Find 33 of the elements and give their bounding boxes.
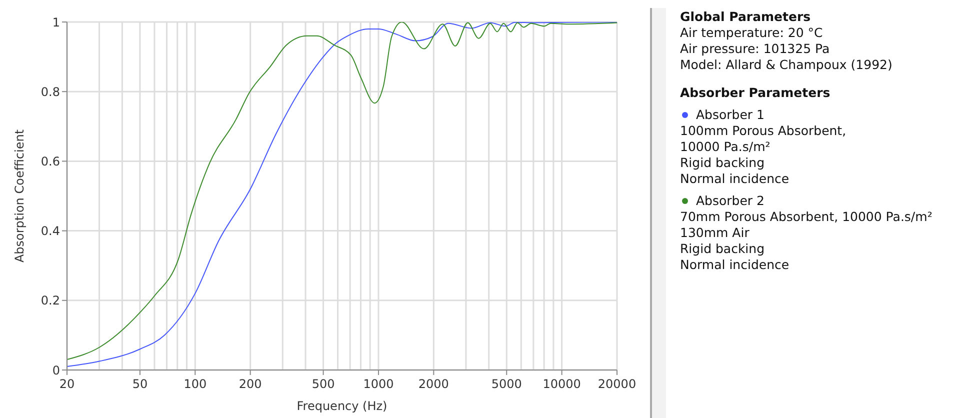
text: 70mm Porous Absorbent, 10000 Pa.s/m²: [680, 209, 932, 225]
legend-label: Absorber 1: [696, 107, 764, 123]
text: Normal incidence: [680, 171, 790, 187]
text: Air pressure: 101325 Pa: [680, 41, 831, 57]
text: Model: Allard & Champoux (1992): [680, 57, 894, 73]
text: 130mm Air: [680, 225, 750, 241]
x-tick-label: 20000: [598, 377, 636, 391]
y-axis-title: Absorption Coefficient: [12, 129, 26, 263]
x-tick-label: 20: [59, 377, 75, 391]
text: Rigid backing: [680, 155, 766, 171]
text: Global Parameters: [680, 9, 812, 25]
text: 100mm Porous Absorbent,: [680, 123, 848, 139]
x-tick-label: 50: [132, 377, 148, 391]
y-tick-label: 1: [52, 15, 60, 30]
text: Rigid backing: [680, 241, 766, 257]
y-tick-label: 0.6: [40, 154, 60, 168]
x-tick-label: 1000: [363, 377, 394, 391]
x-tick-label: 10000: [542, 377, 581, 391]
x-tick-label: 5000: [491, 377, 522, 391]
legend-label: Absorber 2: [696, 193, 764, 209]
y-tick-label: 0.4: [40, 224, 60, 238]
y-tick-label: 0: [52, 363, 60, 378]
x-tick-label: 200: [238, 377, 262, 391]
y-tick-label: 0.2: [40, 294, 60, 308]
y-tick-label: 0.8: [40, 84, 60, 99]
x-tick-label: 500: [312, 377, 335, 391]
x-tick-label: 2000: [418, 377, 449, 391]
text: Absorber Parameters: [680, 85, 832, 101]
x-axis-title: Frequency (Hz): [296, 399, 388, 413]
text: 10000 Pa.s/m²: [680, 139, 772, 155]
text: Air temperature: 20 °C: [680, 25, 824, 41]
x-tick-label: 100: [184, 377, 207, 391]
text: Normal incidence: [680, 257, 790, 273]
